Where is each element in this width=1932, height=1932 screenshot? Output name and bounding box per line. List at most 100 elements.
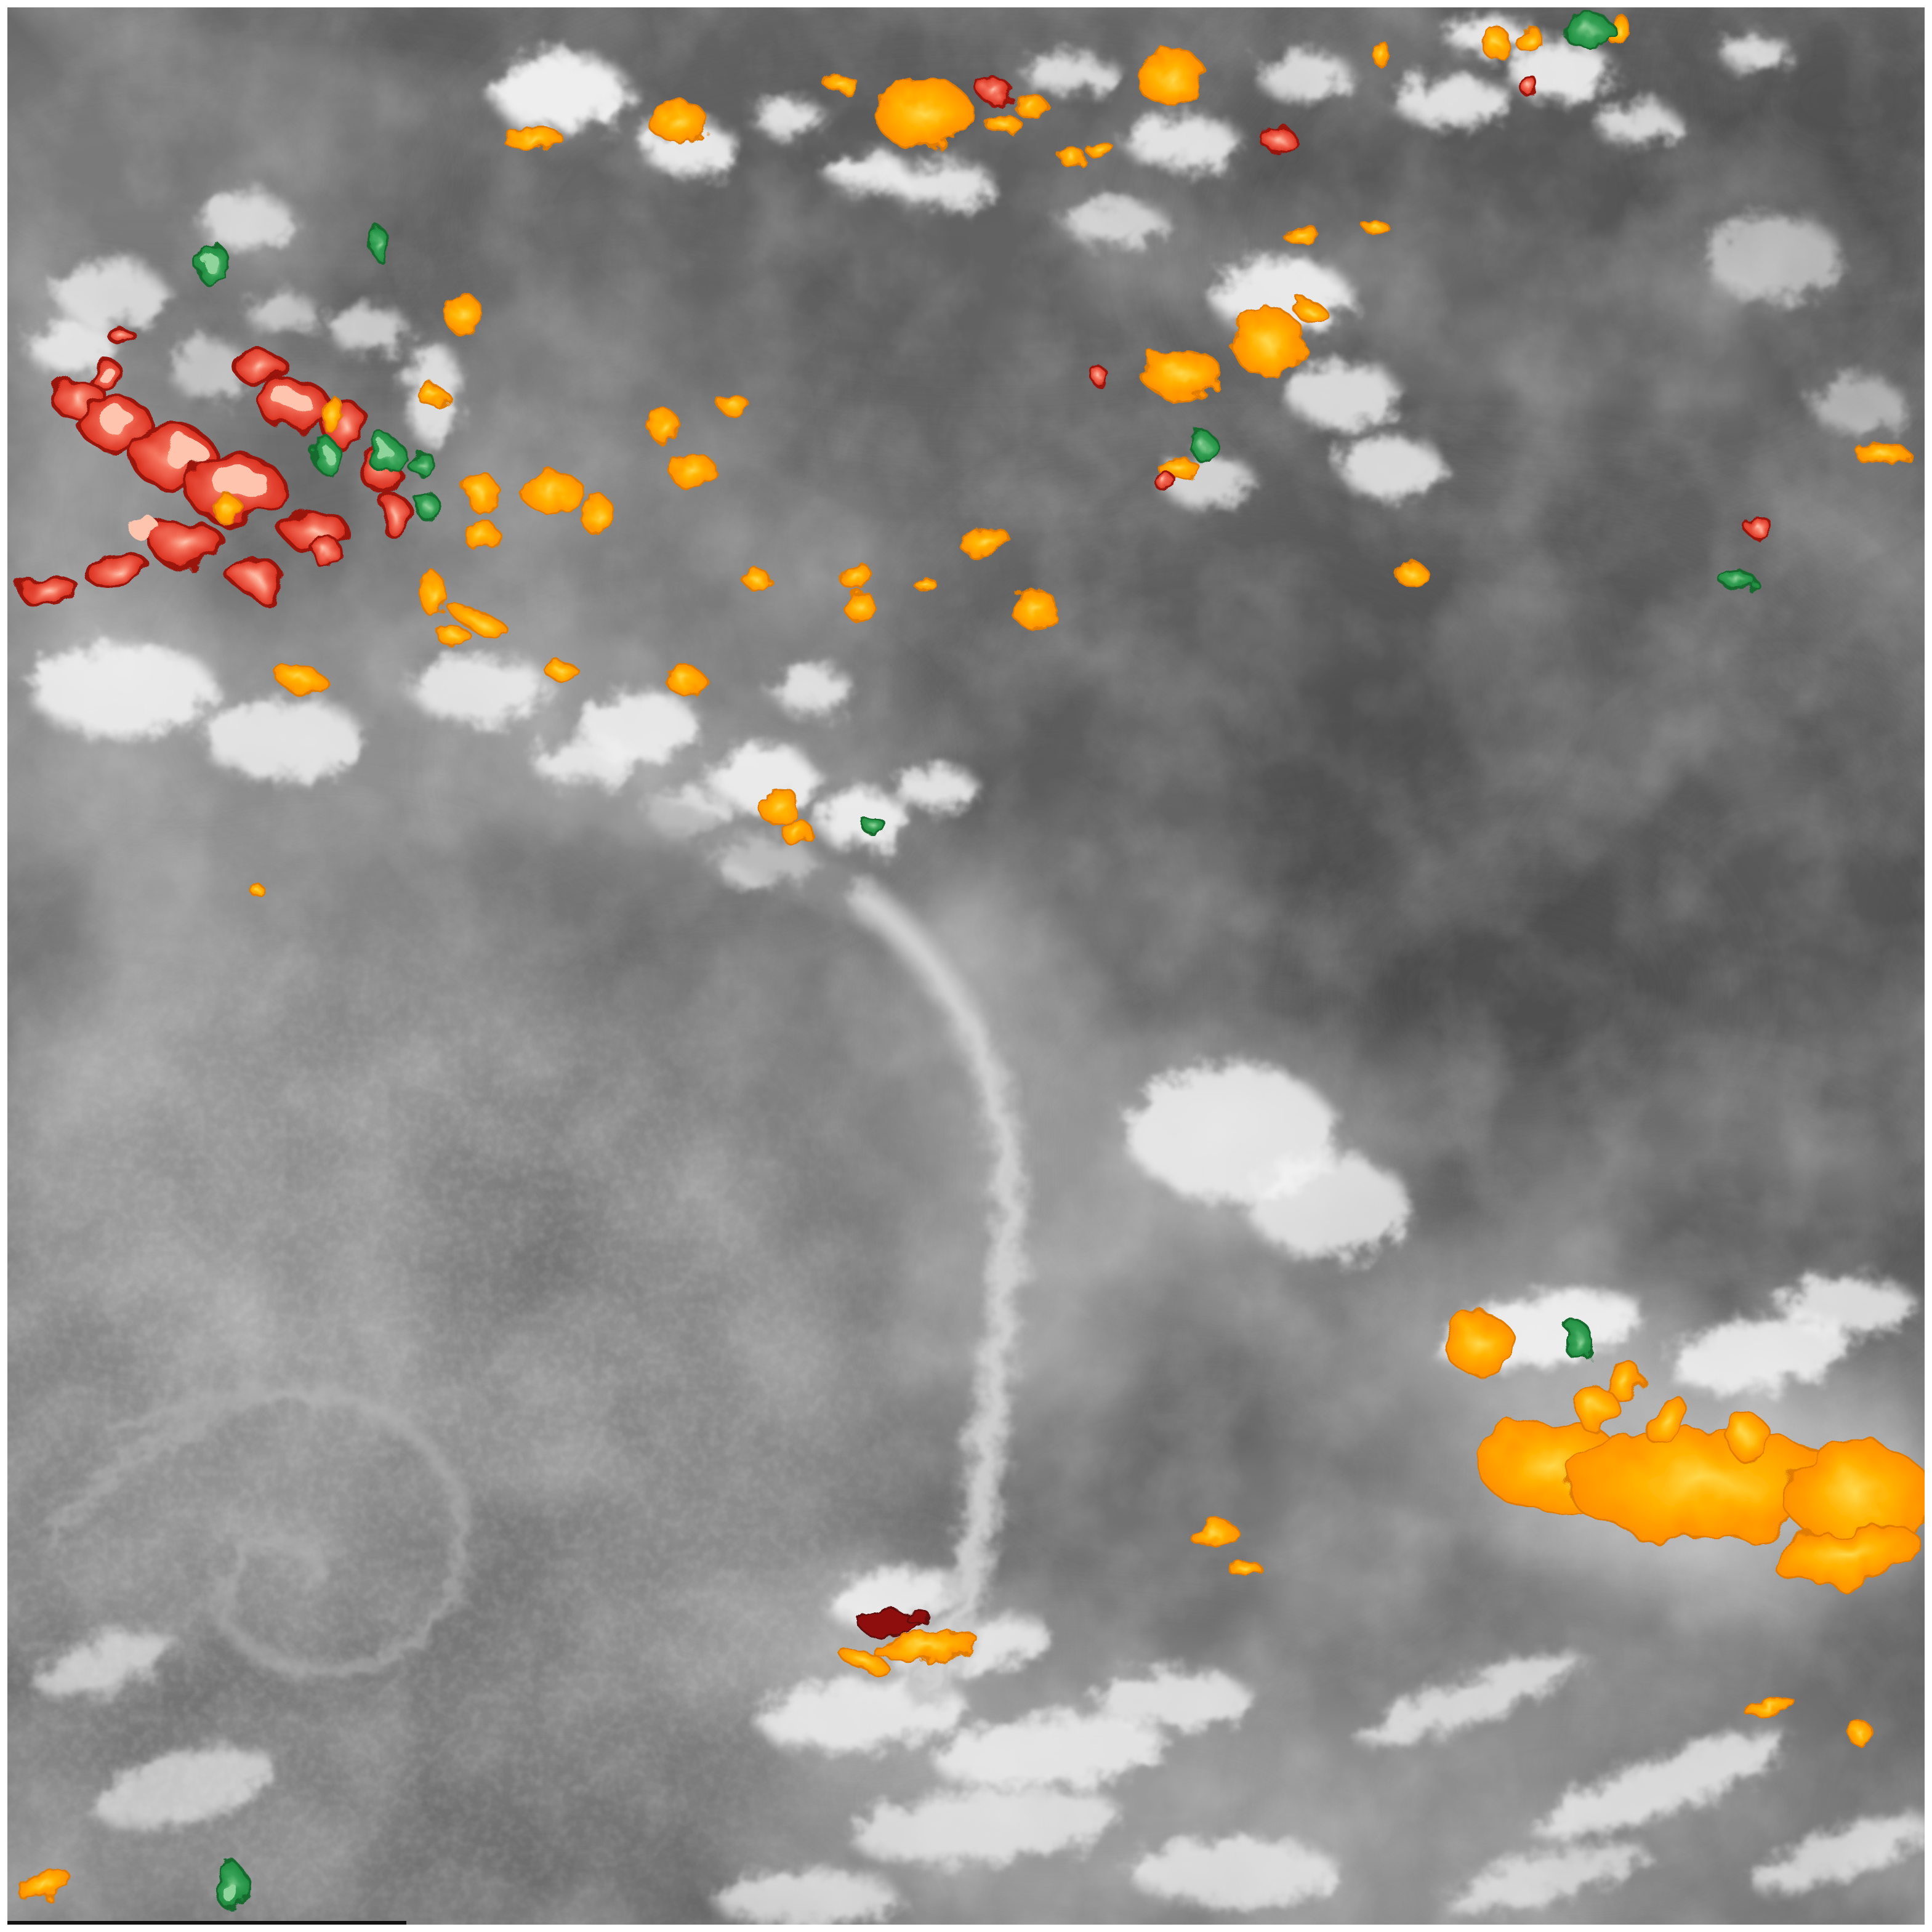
satellite-scene [0, 0, 1932, 1932]
convective-cell-orange [782, 821, 814, 846]
white-cloud [1065, 199, 1164, 244]
white-cloud [1258, 54, 1352, 99]
convective-cell-green [409, 453, 436, 475]
convective-cell-orange [757, 789, 802, 824]
convective-cell-green-core [224, 1884, 239, 1904]
convective-cell-orange [214, 493, 239, 525]
convective-cell-orange [874, 79, 973, 148]
white-cloud [413, 655, 548, 724]
convective-cell-green-core [377, 445, 392, 462]
white-cloud [1127, 115, 1238, 169]
convective-cell-green [1564, 1321, 1591, 1358]
convective-cell-green-core [202, 251, 217, 271]
convective-cell-orange [1447, 1313, 1513, 1377]
convective-cell-orange [1086, 140, 1113, 158]
white-cloud [896, 766, 975, 810]
convective-cell-red-core [100, 409, 134, 433]
white-cloud [714, 1872, 899, 1926]
white-cloud [1394, 76, 1512, 126]
convective-cell-orange [465, 473, 497, 512]
convective-cell-green [1191, 431, 1215, 461]
convective-cell-orange [1141, 351, 1223, 398]
white-cloud [199, 193, 293, 250]
convective-cell-orange [825, 75, 857, 92]
white-cloud [1250, 1155, 1410, 1258]
white-cloud [815, 791, 909, 847]
convective-cell-red-core [128, 520, 163, 539]
convective-cell-red [1091, 368, 1108, 385]
convective-cell-red [313, 533, 337, 568]
convective-cell-red [233, 563, 284, 595]
convective-cell-orange [666, 665, 703, 694]
convective-cell-green [368, 225, 385, 257]
convective-cell-dark-red [904, 1608, 928, 1623]
convective-cell-orange [1282, 225, 1319, 243]
convective-cell-orange [250, 885, 265, 895]
convective-cell-orange [419, 387, 448, 406]
white-cloud [1779, 1277, 1915, 1334]
convective-cell-orange [745, 569, 770, 591]
white-cloud [1597, 103, 1678, 143]
white-cloud [1720, 36, 1789, 68]
convective-cell-orange [843, 591, 875, 621]
convective-cell-green [417, 491, 437, 521]
convective-cell-green [1720, 571, 1755, 589]
convective-cell-orange [324, 395, 341, 435]
convective-cell-orange [839, 564, 873, 589]
white-cloud [773, 667, 852, 712]
convective-cell-orange [1364, 222, 1389, 234]
convective-cell-orange [1231, 309, 1305, 376]
convective-cell-green [864, 816, 884, 836]
white-cloud [1024, 54, 1118, 94]
convective-cell-orange [521, 470, 582, 512]
convective-cell-red [1262, 126, 1294, 153]
convective-cell-orange [1060, 148, 1085, 167]
convective-cell-red [1155, 475, 1177, 490]
convective-cell-orange [420, 574, 447, 616]
white-cloud [1092, 1671, 1252, 1728]
convective-cell-red-core [94, 364, 113, 379]
white-cloud [1813, 379, 1906, 433]
convective-cell-orange [914, 578, 936, 590]
convective-cell-red [979, 79, 1011, 103]
convective-cell-orange [1373, 42, 1390, 66]
white-cloud [1287, 361, 1398, 427]
convective-cell-red-core [163, 438, 207, 468]
satellite-image-frame [0, 0, 1932, 1932]
convective-cell-orange [1854, 443, 1909, 463]
convective-cell-red [80, 548, 147, 585]
convective-cell-orange [1515, 27, 1544, 52]
convective-cell-orange [547, 664, 579, 681]
white-cloud [31, 643, 215, 736]
white-cloud [1705, 215, 1841, 302]
convective-cell-orange [1645, 1388, 1684, 1449]
convective-cell-orange [1226, 1558, 1258, 1575]
convective-cell-orange [437, 626, 469, 645]
convective-cell-orange [649, 102, 708, 142]
white-cloud [330, 308, 409, 352]
convective-cell-orange [720, 396, 750, 416]
white-cloud [249, 294, 318, 334]
convective-cell-red [111, 330, 135, 345]
convective-cell-orange [582, 494, 612, 536]
white-cloud [754, 100, 823, 134]
convective-cell-orange [1484, 26, 1508, 60]
convective-cell-orange [1011, 590, 1058, 627]
convective-cell-orange [465, 520, 497, 552]
convective-cell-orange [1579, 1380, 1611, 1435]
white-cloud [493, 53, 628, 132]
convective-cell-orange [670, 454, 717, 489]
white-cloud [890, 163, 994, 207]
convective-cell-red [20, 575, 79, 607]
white-cloud [1129, 1840, 1338, 1904]
convective-cell-red [1745, 517, 1772, 537]
convective-cell-red [379, 494, 409, 536]
convective-cell-green [1563, 15, 1614, 47]
convective-cell-red [236, 353, 288, 385]
convective-cell-green-core [321, 446, 331, 461]
convective-cell-orange [1135, 48, 1204, 105]
convective-cell-red [1521, 79, 1540, 96]
convective-cell-orange [1395, 563, 1427, 585]
white-cloud [203, 698, 363, 779]
convective-cell-orange [1726, 1416, 1771, 1460]
